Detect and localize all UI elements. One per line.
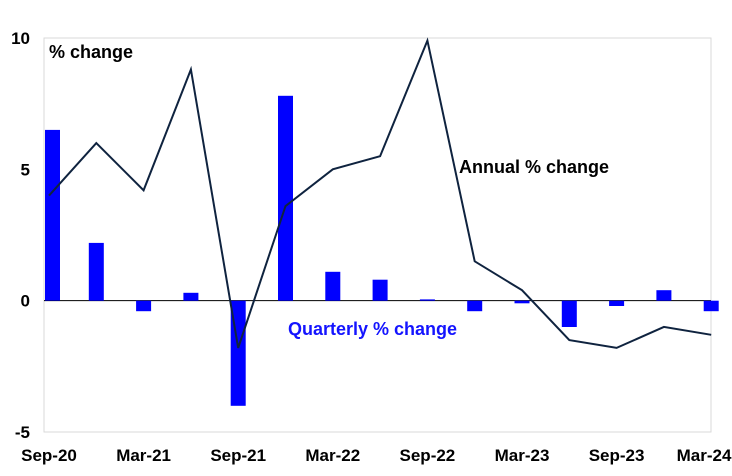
annual-change-line [48,37,712,349]
quarterly-bar [609,300,625,306]
x-tick-label: Mar-21 [116,446,171,465]
quarterly-bar [278,95,293,301]
quarterly-bar [88,242,104,301]
x-tick-label: Mar-23 [495,446,550,465]
quarterly-bars [45,95,719,406]
quarterly-bar [514,300,530,304]
y-axis-ticks: 10 5 0 -5 [11,29,30,442]
quarterly-bar [45,129,60,301]
y-tick-label: 0 [21,292,30,311]
unit-label: % change [49,42,133,62]
x-axis-ticks: Sep-20 Mar-21 Sep-21 Mar-22 Sep-22 Mar-23 Sep-… [21,446,732,465]
x-tick-label: Sep-21 [210,446,266,465]
x-tick-label: Mar-24 [677,446,732,465]
quarterly-bar [467,300,483,312]
quarterly-bar [656,290,672,301]
x-tick-label: Mar-22 [305,446,360,465]
x-tick-label: Sep-22 [400,446,456,465]
quarterly-bar [136,300,152,312]
quarterly-bar [372,279,388,301]
quarterly-bar [183,292,199,301]
y-tick-label: -5 [15,423,30,442]
quarterly-bar [703,300,719,312]
annual-change-label: Annual % change [459,157,609,177]
quarterly-change-label: Quarterly % change [288,319,457,339]
quarterly-bar [561,300,577,327]
x-tick-label: Sep-20 [21,446,77,465]
quarterly-bar [419,299,435,301]
x-tick-label: Sep-23 [589,446,645,465]
y-tick-label: 5 [21,160,30,179]
plot-frame [43,37,712,433]
y-tick-label: 10 [11,29,30,48]
quarterly-bar [325,271,341,301]
